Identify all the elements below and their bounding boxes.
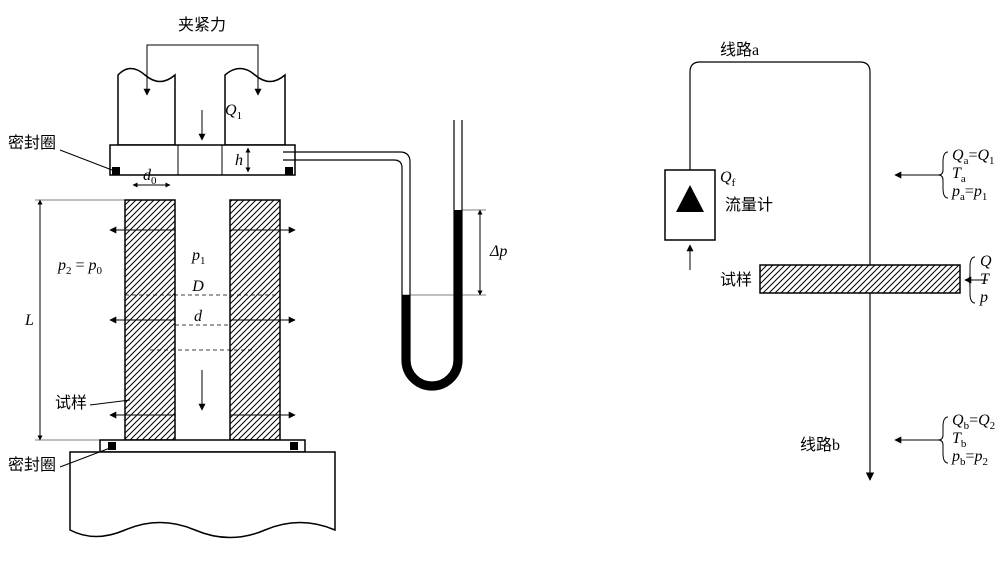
d-label: d <box>194 308 203 325</box>
seal-top-label: 密封圈 <box>8 134 56 152</box>
svg-text:pb=p2: pb=p2 <box>951 448 988 468</box>
svg-text:Ta: Ta <box>952 165 966 185</box>
flowmeter-label: 流量计 <box>725 196 773 214</box>
p1-label: p1 <box>191 247 206 267</box>
svg-text:Tb: Tb <box>952 430 967 450</box>
svg-text:pa=p1: pa=p1 <box>951 183 987 203</box>
D-label: D <box>191 278 204 295</box>
qf-label: Qf <box>720 169 736 189</box>
sample-right-label: 试样 <box>720 271 752 289</box>
brace-b: Qb=Q2 Tb pb=p2 <box>938 412 995 468</box>
clamp-label: 夹紧力 <box>178 16 226 34</box>
svg-text:p: p <box>979 289 988 306</box>
L-label: L <box>24 312 34 329</box>
svg-text:Qb=Q2: Qb=Q2 <box>952 412 995 432</box>
delta-p-label: Δp <box>489 243 507 260</box>
connecting-tube <box>283 152 410 200</box>
svg-text:Qa=Q1: Qa=Q1 <box>952 147 995 167</box>
top-plate: h <box>110 145 295 175</box>
svg-text:Q: Q <box>980 253 992 270</box>
sample-right <box>760 265 960 293</box>
h-label: h <box>235 152 243 169</box>
sample-left-label: 试样 <box>55 394 87 412</box>
p2p0-label: p2 = p0 <box>57 257 103 278</box>
svg-text:T: T <box>980 271 990 288</box>
line-a-label: 线路a <box>720 41 759 59</box>
base-plate <box>70 440 335 538</box>
line-b-label: 线路b <box>800 436 840 454</box>
right-schematic: 线路a 流量计 Qf 试样 线路b Qa=Q1 Ta pa=p1 Q <box>665 41 995 480</box>
brace-a: Qa=Q1 Ta pa=p1 <box>938 147 995 203</box>
manometer: Δp <box>402 120 507 390</box>
left-apparatus: 夹紧力 Q1 h d0 密封圈 <box>8 16 507 538</box>
diagram-root: 夹紧力 Q1 h d0 密封圈 <box>0 0 998 574</box>
seal-bottom-label: 密封圈 <box>8 456 56 474</box>
